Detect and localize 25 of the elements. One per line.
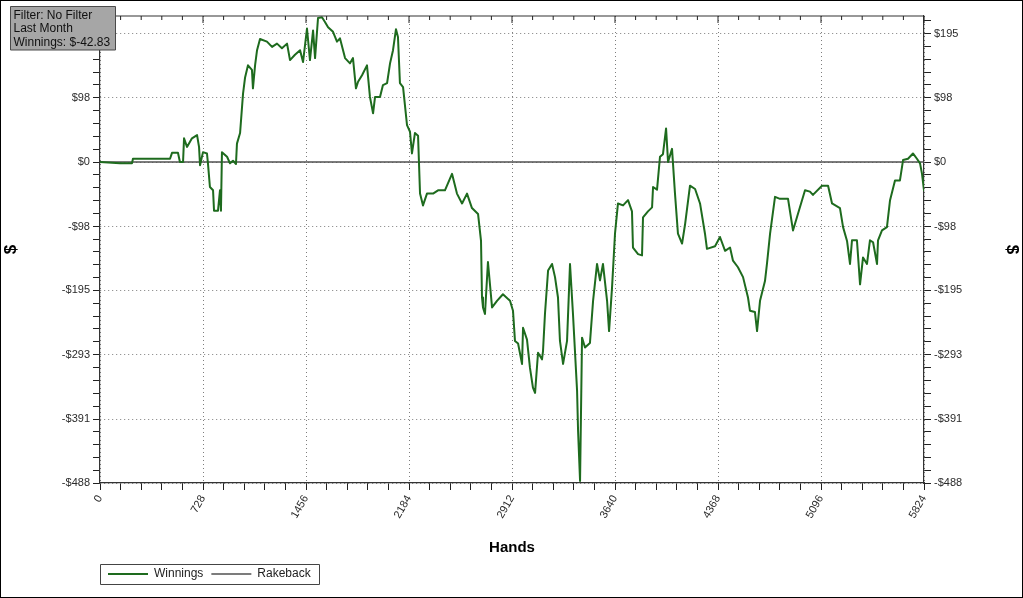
legend-label: Rakeback (257, 566, 312, 581)
y-tick-label: -$98 (67, 219, 90, 232)
y-tick-label: -$488 (61, 476, 90, 489)
annotation: Winnings: $-42.83 (13, 34, 111, 49)
y2-tick-label: $98 (934, 90, 953, 103)
x-axis-title: Hands (489, 538, 535, 556)
y2-tick-label: $195 (934, 26, 959, 39)
y-tick-label: -$293 (61, 347, 90, 360)
y2-tick-label: -$98 (934, 219, 957, 232)
y2-tick-label: $0 (934, 155, 947, 168)
y2-tick-label: -$488 (934, 476, 963, 489)
y2-tick-label: -$391 (934, 412, 963, 425)
y-tick-label: -$195 (61, 283, 90, 296)
y-tick-label: -$391 (61, 412, 90, 425)
y-axis-title: $ (0, 244, 20, 255)
y-tick-label: $98 (71, 90, 90, 103)
y-tick-label: $0 (77, 155, 90, 168)
x-tick-label: 0 (90, 492, 105, 505)
x-tick-label: 728 (187, 492, 208, 515)
legend-label: Winnings (154, 566, 204, 581)
text: Filter: No Filter (13, 7, 93, 22)
y2-tick-label: -$293 (934, 347, 963, 360)
text: Last Month (13, 21, 73, 35)
y2-tick-label: -$195 (934, 283, 963, 296)
y2-axis-title: $ (1003, 244, 1023, 255)
